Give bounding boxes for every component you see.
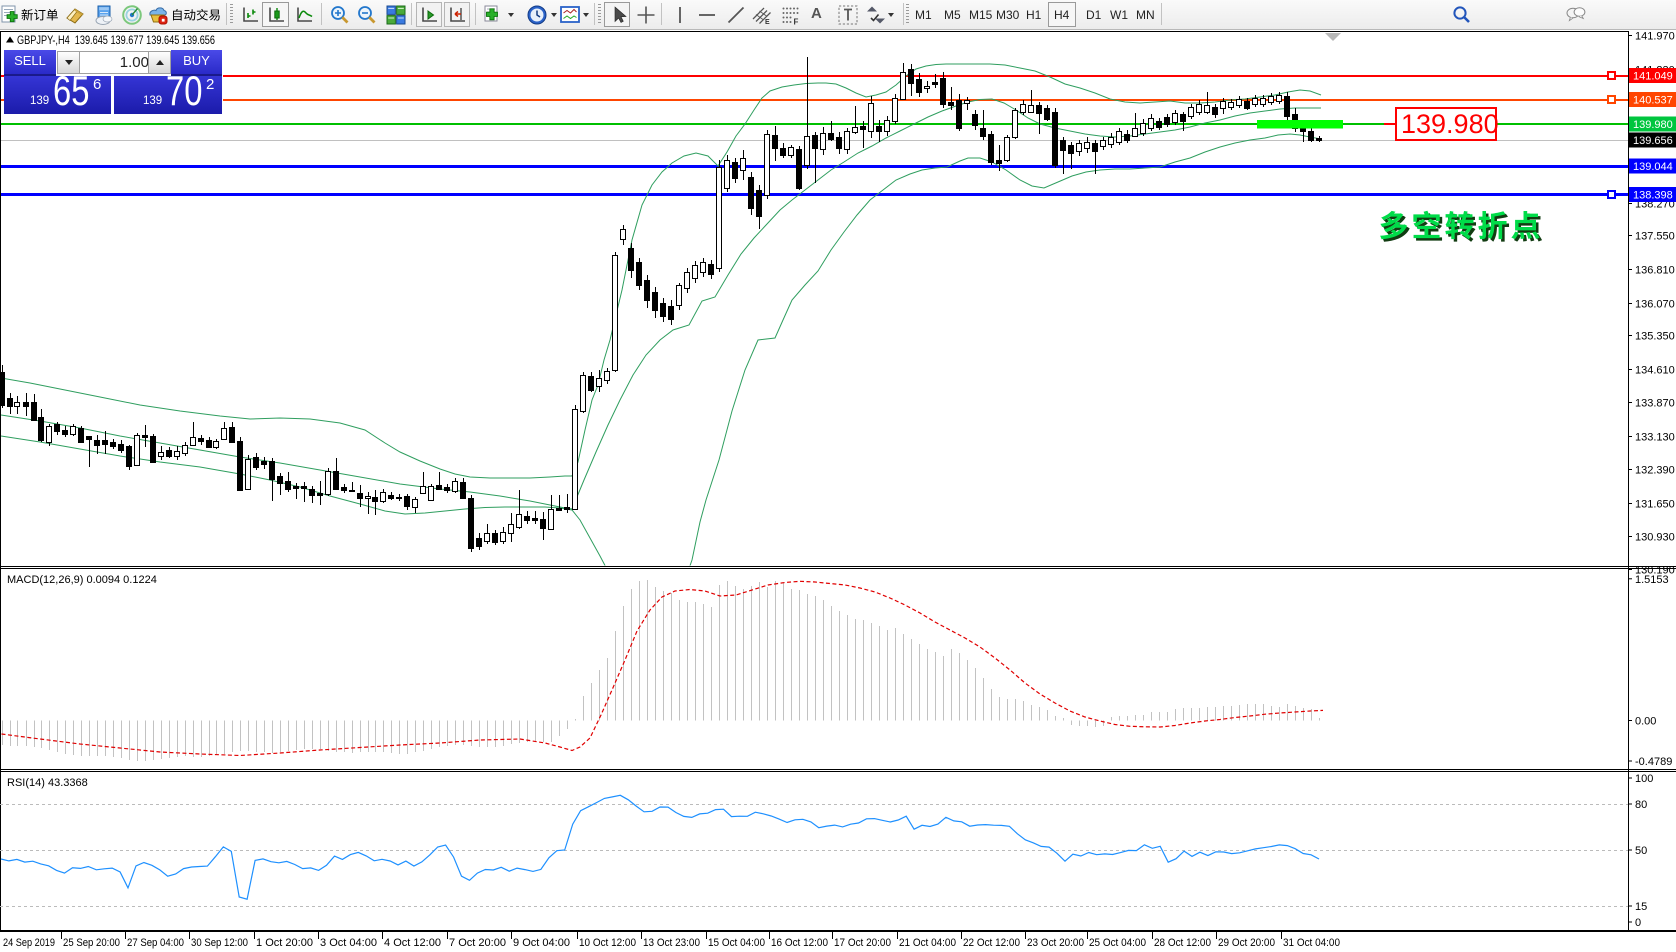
svg-text:GBPJPY-,H4 139.645 139.677 13: GBPJPY-,H4 139.645 139.677 139.645 139.6… (17, 33, 215, 47)
svg-text:1 Oct 20:00: 1 Oct 20:00 (256, 937, 313, 949)
svg-text:16 Oct 12:00: 16 Oct 12:00 (771, 937, 828, 949)
svg-text:141.049: 141.049 (1633, 71, 1673, 83)
svg-text:4 Oct 12:00: 4 Oct 12:00 (384, 937, 441, 949)
svg-text:139.980: 139.980 (1633, 119, 1673, 131)
svg-text:133.130: 133.130 (1635, 432, 1675, 444)
svg-text:80: 80 (1635, 799, 1647, 811)
svg-text:25 Oct 04:00: 25 Oct 04:00 (1089, 937, 1146, 949)
svg-text:F: F (794, 18, 799, 26)
svg-text:100: 100 (1635, 773, 1653, 785)
svg-text:28 Oct 12:00: 28 Oct 12:00 (1154, 937, 1211, 949)
svg-text:131.650: 131.650 (1635, 499, 1675, 511)
svg-text:140.537: 140.537 (1633, 95, 1673, 107)
svg-text:134.610: 134.610 (1635, 365, 1675, 377)
svg-text:135.350: 135.350 (1635, 331, 1675, 343)
svg-text:136.810: 136.810 (1635, 265, 1675, 277)
svg-text:130.930: 130.930 (1635, 532, 1675, 544)
svg-text:29 Oct 20:00: 29 Oct 20:00 (1218, 937, 1275, 949)
svg-text:27 Sep 04:00: 27 Sep 04:00 (127, 937, 184, 949)
svg-text:-0.4789: -0.4789 (1635, 756, 1672, 768)
svg-text:133.870: 133.870 (1635, 398, 1675, 410)
svg-text:15: 15 (1635, 901, 1647, 913)
svg-text:15 Oct 04:00: 15 Oct 04:00 (708, 937, 765, 949)
svg-text:RSI(14) 43.3368: RSI(14) 43.3368 (7, 777, 88, 789)
svg-text:1.5153: 1.5153 (1635, 574, 1669, 586)
svg-text:138.398: 138.398 (1633, 190, 1673, 202)
svg-text:MACD(12,26,9) 0.0094 0.1224: MACD(12,26,9) 0.0094 0.1224 (7, 574, 157, 586)
svg-text:10 Oct 12:00: 10 Oct 12:00 (579, 937, 636, 949)
svg-text:23 Oct 20:00: 23 Oct 20:00 (1027, 937, 1084, 949)
svg-text:139.980: 139.980 (1401, 109, 1499, 139)
svg-text:22 Oct 12:00: 22 Oct 12:00 (963, 937, 1020, 949)
svg-text:139.656: 139.656 (1633, 135, 1673, 147)
svg-text:17 Oct 20:00: 17 Oct 20:00 (834, 937, 891, 949)
svg-text:7 Oct 20:00: 7 Oct 20:00 (449, 937, 506, 949)
svg-text:132.390: 132.390 (1635, 465, 1675, 477)
svg-text:9 Oct 04:00: 9 Oct 04:00 (513, 937, 570, 949)
svg-text:137.550: 137.550 (1635, 231, 1675, 243)
svg-text:3 Oct 04:00: 3 Oct 04:00 (320, 937, 377, 949)
svg-text:24 Sep 2019: 24 Sep 2019 (3, 937, 55, 949)
svg-text:139.044: 139.044 (1633, 161, 1673, 173)
svg-text:E: E (765, 19, 770, 25)
svg-text:25 Sep 20:00: 25 Sep 20:00 (63, 937, 120, 949)
svg-text:130.190: 130.190 (1635, 565, 1675, 577)
svg-text:141.970: 141.970 (1635, 31, 1675, 43)
svg-text:13 Oct 23:00: 13 Oct 23:00 (643, 937, 700, 949)
svg-text:0.00: 0.00 (1635, 716, 1656, 728)
svg-text:31 Oct 04:00: 31 Oct 04:00 (1283, 937, 1340, 949)
svg-text:50: 50 (1635, 845, 1647, 857)
svg-text:136.070: 136.070 (1635, 299, 1675, 311)
svg-text:21 Oct 04:00: 21 Oct 04:00 (899, 937, 956, 949)
svg-text:30 Sep 12:00: 30 Sep 12:00 (191, 937, 248, 949)
svg-text:0: 0 (1635, 917, 1641, 929)
